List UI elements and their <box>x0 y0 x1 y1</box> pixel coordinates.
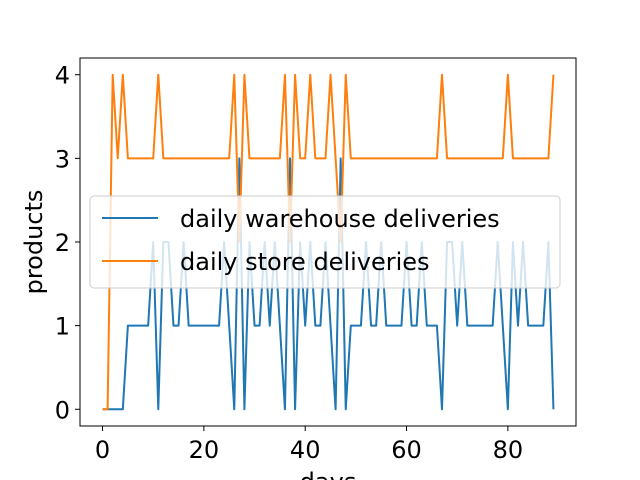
legend: daily warehouse deliveries daily store de… <box>89 195 561 289</box>
x-tick-label: 20 <box>189 436 220 464</box>
legend-label-2: daily store deliveries <box>180 248 430 276</box>
y-tick-label: 3 <box>55 145 70 173</box>
y-tick-label: 4 <box>55 62 70 90</box>
y-axis-label: products <box>20 190 48 295</box>
x-axis-label: days <box>300 468 357 480</box>
x-tick-label: 40 <box>290 436 321 464</box>
x-tick-label: 80 <box>493 436 524 464</box>
x-axis-ticks: 0 20 40 60 80 <box>95 426 523 464</box>
y-tick-label: 0 <box>55 396 70 424</box>
y-tick-label: 2 <box>55 229 70 257</box>
y-axis-ticks: 0 1 2 3 4 <box>55 62 80 424</box>
legend-label-1: daily warehouse deliveries <box>180 205 500 233</box>
series-line-2 <box>102 73 555 411</box>
legend-box <box>89 195 561 289</box>
x-tick-label: 0 <box>95 436 110 464</box>
x-tick-label: 60 <box>391 436 422 464</box>
y-tick-label: 1 <box>55 313 70 341</box>
